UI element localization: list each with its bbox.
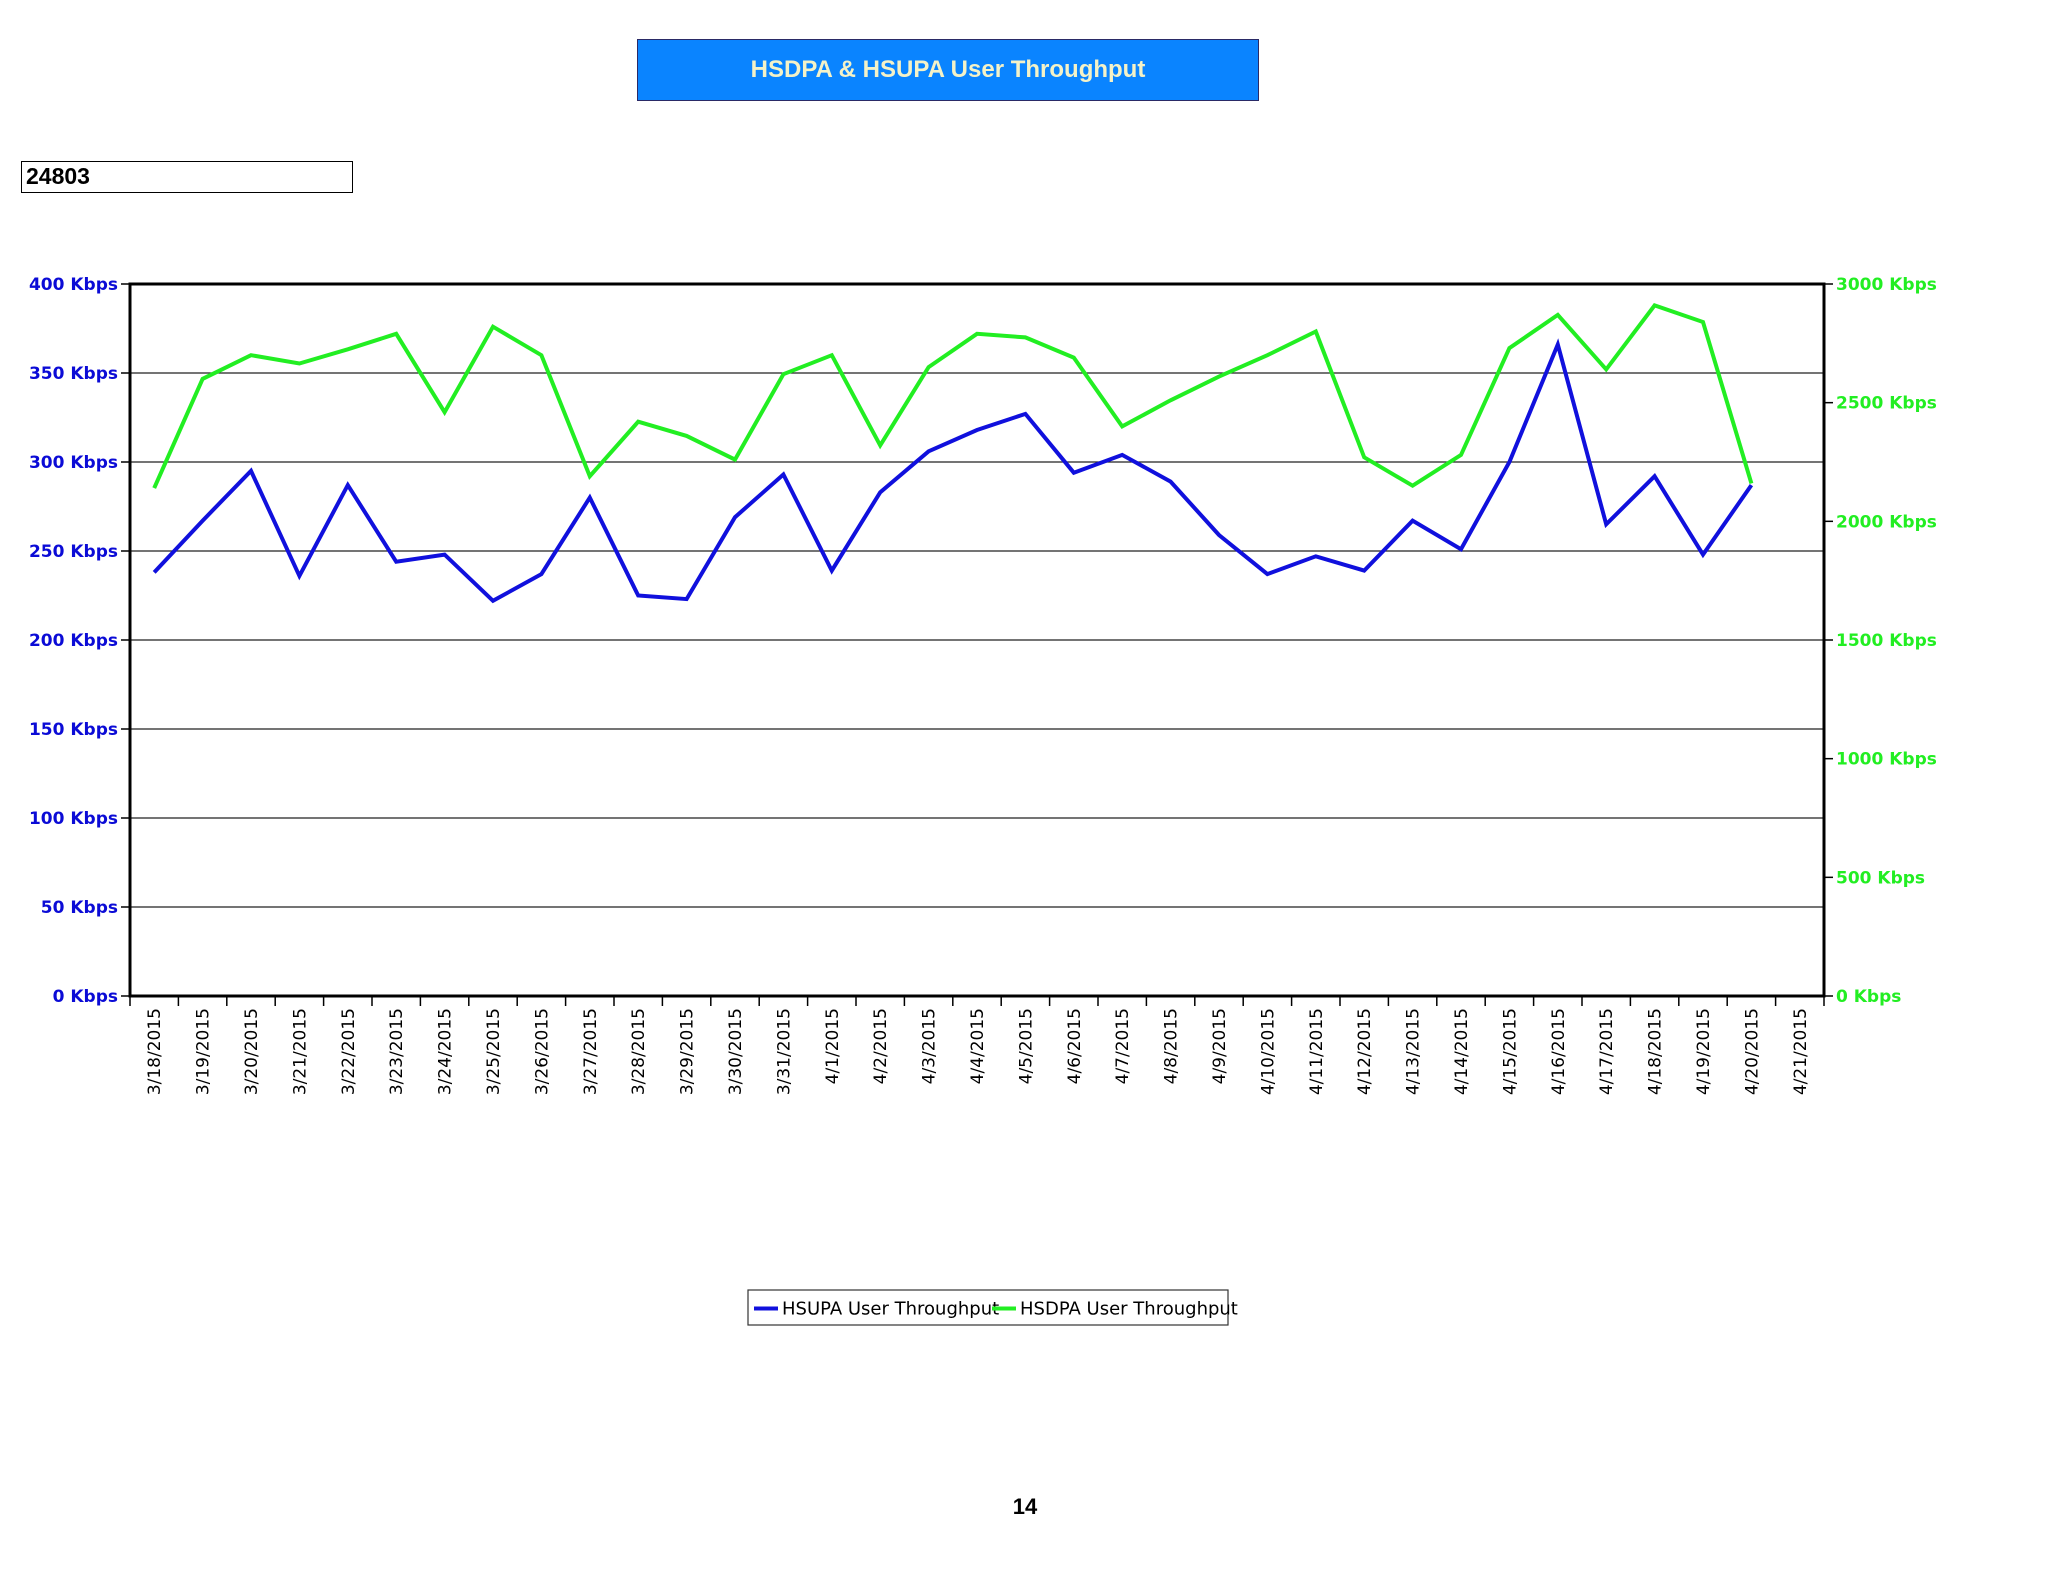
right-tick-label: 1000 Kbps xyxy=(1836,750,1937,770)
left-tick-label: 250 Kbps xyxy=(29,542,118,562)
x-tick-label: 4/15/2015 xyxy=(1500,1008,1520,1095)
x-tick-label: 3/25/2015 xyxy=(484,1008,504,1095)
x-tick-label: 3/23/2015 xyxy=(387,1008,407,1095)
x-tick-label: 3/21/2015 xyxy=(290,1008,310,1095)
series-lines xyxy=(152,303,1754,604)
x-tick-label: 3/22/2015 xyxy=(339,1008,359,1095)
x-tick-label: 4/19/2015 xyxy=(1694,1008,1714,1095)
right-axis-ticks: 0 Kbps 500 Kbps 1000 Kbps 1500 Kbps 2000 Kbp… xyxy=(1824,275,1937,1007)
x-tick-label: 4/8/2015 xyxy=(1162,1008,1182,1084)
x-tick-label: 3/24/2015 xyxy=(436,1008,456,1095)
x-tick-label: 4/18/2015 xyxy=(1646,1008,1666,1095)
x-tick-label: 4/5/2015 xyxy=(1016,1008,1036,1084)
x-tick-label: 4/21/2015 xyxy=(1791,1008,1811,1095)
x-tick-label: 4/1/2015 xyxy=(823,1008,843,1084)
left-axis-ticks: 0 Kbps 50 Kbps 100 Kbps 150 Kbps 200 Kbps 250… xyxy=(29,275,130,1007)
x-tick-label: 4/12/2015 xyxy=(1355,1008,1375,1095)
x-tick-label: 3/26/2015 xyxy=(532,1008,552,1095)
left-tick-label: 400 Kbps xyxy=(29,275,118,295)
x-tick-label: 3/28/2015 xyxy=(629,1008,649,1095)
x-tick-label: 4/2/2015 xyxy=(871,1008,891,1084)
x-tick-label: 3/27/2015 xyxy=(581,1008,601,1095)
hsupa-line xyxy=(152,338,1754,604)
x-tick-label: 4/16/2015 xyxy=(1549,1008,1569,1095)
x-tick-label: 4/7/2015 xyxy=(1113,1008,1133,1084)
left-tick-label: 50 Kbps xyxy=(41,898,118,918)
legend: HSUPA User Throughput HSDPA User Throughp… xyxy=(747,1289,1238,1326)
right-tick-label: 0 Kbps xyxy=(1836,987,1901,1007)
left-tick-label: 350 Kbps xyxy=(29,364,118,384)
right-tick-label: 3000 Kbps xyxy=(1836,275,1937,295)
x-tick-label: 3/29/2015 xyxy=(678,1008,698,1095)
x-axis-ticks: 3/18/2015 3/19/2015 3/20/2015 3/21/2015 3/22… xyxy=(129,996,1825,1095)
left-tick-label: 0 Kbps xyxy=(53,987,118,1007)
plot-frame xyxy=(128,282,1826,998)
x-tick-label: 4/3/2015 xyxy=(920,1008,940,1084)
legend-label: HSDPA User Throughput xyxy=(1020,1299,1238,1320)
x-tick-label: 4/20/2015 xyxy=(1742,1008,1762,1095)
right-tick-label: 2500 Kbps xyxy=(1836,394,1937,414)
left-tick-label: 100 Kbps xyxy=(29,809,118,829)
x-tick-label: 4/4/2015 xyxy=(968,1008,988,1084)
x-tick-label: 4/13/2015 xyxy=(1404,1008,1424,1095)
right-tick-label: 2000 Kbps xyxy=(1836,512,1937,532)
legend-box xyxy=(747,1289,1229,1326)
grid-lines xyxy=(130,372,1824,908)
x-tick-label: 3/18/2015 xyxy=(145,1008,165,1095)
page-number: 14 xyxy=(1012,1494,1038,1519)
x-tick-label: 4/6/2015 xyxy=(1065,1008,1085,1084)
hsdpa-line xyxy=(152,303,1754,489)
x-tick-label: 4/9/2015 xyxy=(1210,1008,1230,1084)
x-tick-label: 3/30/2015 xyxy=(726,1008,746,1095)
x-tick-label: 4/10/2015 xyxy=(1258,1008,1278,1095)
site-id-box: 24803 xyxy=(21,161,353,193)
x-tick-label: 4/11/2015 xyxy=(1307,1008,1327,1095)
left-tick-label: 300 Kbps xyxy=(29,453,118,473)
left-tick-label: 150 Kbps xyxy=(29,720,118,740)
chart-title: HSDPA & HSUPA User Throughput xyxy=(637,39,1259,101)
x-tick-label: 3/20/2015 xyxy=(242,1008,262,1095)
x-tick-label: 3/31/2015 xyxy=(774,1008,794,1095)
x-tick-label: 4/17/2015 xyxy=(1597,1008,1617,1095)
left-tick-label: 200 Kbps xyxy=(29,631,118,651)
x-tick-label: 4/14/2015 xyxy=(1452,1008,1472,1095)
right-tick-label: 500 Kbps xyxy=(1836,868,1925,888)
x-tick-label: 3/19/2015 xyxy=(194,1008,214,1095)
right-tick-label: 1500 Kbps xyxy=(1836,631,1937,651)
legend-label: HSUPA User Throughput xyxy=(782,1299,999,1320)
